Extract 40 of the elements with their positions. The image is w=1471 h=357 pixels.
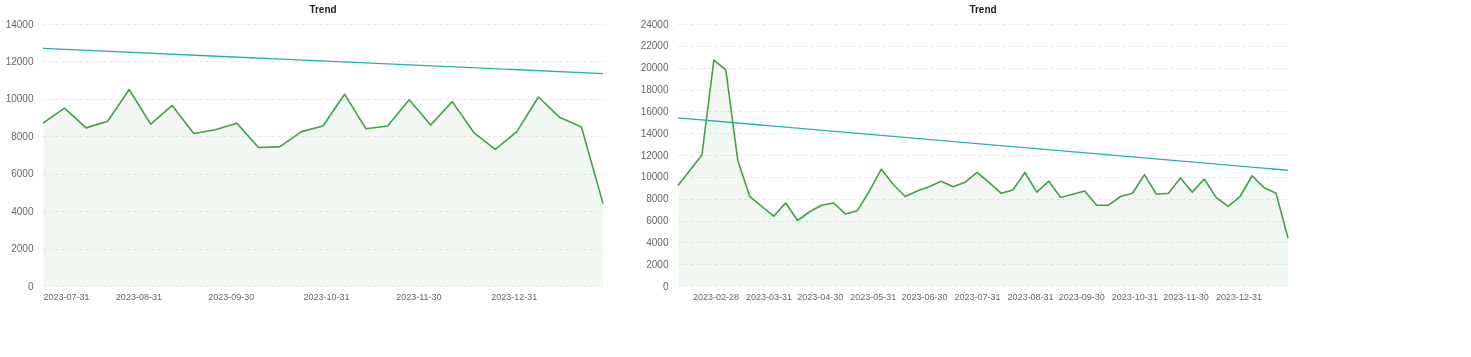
x-tick-label: 2023-12-31 <box>491 291 538 302</box>
chart-title: Trend <box>309 4 337 15</box>
x-tick-label: 2023-11-30 <box>396 291 442 302</box>
y-tick-label: 10000 <box>640 171 669 183</box>
y-tick-label: 22000 <box>640 40 669 52</box>
y-tick-label: 2000 <box>646 258 669 270</box>
chart-title: Trend <box>969 4 997 15</box>
y-tick-label: 20000 <box>640 62 669 74</box>
y-tick-label: 0 <box>27 280 34 292</box>
y-tick-label: 24000 <box>640 18 669 30</box>
y-tick-label: 12000 <box>5 55 34 67</box>
y-tick-label: 6000 <box>646 215 669 226</box>
x-tick-label: 2023-10-31 <box>303 291 350 302</box>
y-tick-label: 14000 <box>640 127 669 139</box>
x-tick-label: 2023-12-31 <box>1215 291 1262 302</box>
y-tick-label: 12000 <box>640 149 669 161</box>
x-tick-label: 2023-10-31 <box>1111 291 1158 302</box>
y-tick-label: 2000 <box>11 243 34 255</box>
x-tick-label: 2023-07-31 <box>954 291 1001 302</box>
x-tick-label: 2023-04-30 <box>797 291 844 302</box>
y-tick-label: 0 <box>662 280 669 292</box>
x-tick-label: 2023-09-30 <box>208 291 255 302</box>
y-tick-label: 8000 <box>646 193 669 205</box>
x-tick-label: 2023-06-30 <box>901 291 948 302</box>
y-tick-label: 18000 <box>640 84 669 95</box>
x-tick-label: 2023-08-31 <box>1007 291 1054 302</box>
y-tick-label: 10000 <box>5 93 34 105</box>
y-tick-label: 4000 <box>11 205 34 217</box>
y-tick-label: 8000 <box>11 130 34 142</box>
x-tick-label: 2023-08-31 <box>115 291 162 302</box>
y-tick-label: 6000 <box>11 168 34 180</box>
x-tick-label: 2023-05-31 <box>850 291 897 302</box>
y-tick-label: 4000 <box>646 236 669 248</box>
y-tick-label: 16000 <box>640 105 669 117</box>
y-tick-label: 14000 <box>5 18 34 30</box>
x-tick-label: 2023-09-30 <box>1058 291 1105 302</box>
x-tick-label: 2023-07-31 <box>43 291 90 302</box>
x-tick-label: 2023-03-31 <box>746 291 793 302</box>
x-tick-label: 2023-02-28 <box>693 291 740 302</box>
x-tick-label: 2023-11-30 <box>1163 291 1209 302</box>
